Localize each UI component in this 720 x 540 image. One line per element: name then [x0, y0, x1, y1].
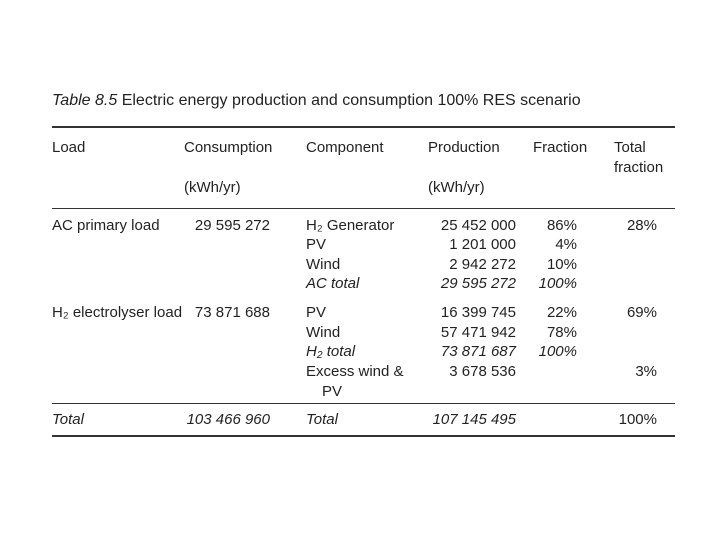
production-cell: 57 471 942 [440, 324, 516, 341]
component-cell: Excess wind & PV [306, 363, 404, 400]
table-title: Table 8.5 Electric energy production and… [52, 91, 581, 111]
load-cell: H₂ electrolyser load [52, 304, 183, 321]
production-cell: 25 452 000 [440, 217, 516, 234]
total-fraction-cell: 69% [626, 304, 657, 321]
production-cell: 29 595 272 [440, 275, 516, 292]
column-header: Consumption [184, 139, 273, 156]
header-rule [52, 208, 675, 209]
fraction-cell: 78% [546, 324, 577, 341]
total-fraction-cell: 28% [626, 217, 657, 234]
consumption-cell: 73 871 688 [194, 304, 270, 321]
table-caption: Electric energy production and consumpti… [121, 92, 581, 109]
consumption-cell: 29 595 272 [194, 217, 270, 234]
total-rule [52, 403, 675, 404]
column-header: Fraction [533, 139, 588, 156]
total-fraction: 100% [618, 411, 657, 428]
production-cell: 1 201 000 [449, 236, 516, 253]
unit-label: (kWh/yr) [184, 179, 241, 196]
component-cell: H₂ Generator [306, 217, 395, 234]
column-header: Component [306, 139, 384, 156]
top-rule [52, 126, 675, 128]
production-cell: 2 942 272 [449, 256, 516, 273]
component-cell: H₂ total [306, 343, 356, 360]
total-fraction-cell: 3% [635, 363, 657, 380]
component-cell: PV [306, 304, 327, 321]
production-cell: 3 678 536 [449, 363, 516, 380]
production-cell: 16 399 745 [440, 304, 516, 321]
column-header: Production [428, 139, 500, 156]
fraction-cell: 100% [538, 275, 577, 292]
unit-label: (kWh/yr) [428, 179, 485, 196]
component-cell: Wind [306, 256, 341, 273]
component-cell: Wind [306, 324, 341, 341]
component-cell: AC total [306, 275, 360, 292]
fraction-cell: 10% [546, 256, 577, 273]
table-label: Table 8.5 [52, 92, 118, 109]
load-cell: AC primary load [52, 217, 160, 234]
total-consumption: 103 466 960 [186, 411, 270, 428]
column-header: Load [52, 139, 86, 156]
total-production: 107 145 495 [432, 411, 516, 428]
fraction-cell: 100% [538, 343, 577, 360]
column-header: Total fraction [614, 139, 664, 176]
total-component: Total [306, 411, 338, 428]
total-label: Total [52, 411, 84, 428]
bottom-rule [52, 435, 675, 437]
fraction-cell: 86% [546, 217, 577, 234]
fraction-cell: 22% [546, 304, 577, 321]
production-cell: 73 871 687 [440, 343, 516, 360]
component-cell: PV [306, 236, 327, 253]
fraction-cell: 4% [555, 236, 577, 253]
